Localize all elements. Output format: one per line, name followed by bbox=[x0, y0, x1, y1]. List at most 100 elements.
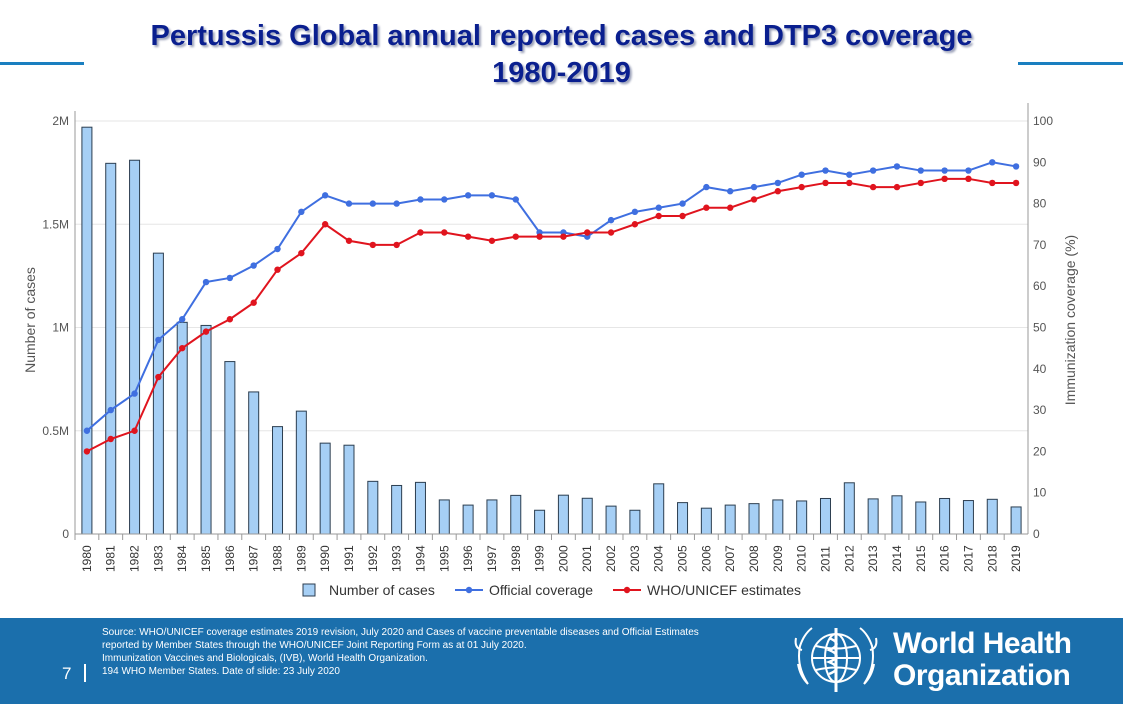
official-coverage-point bbox=[512, 196, 519, 203]
who-unicef-estimates-point bbox=[631, 221, 639, 228]
y-right-tick-label: 10 bbox=[1033, 486, 1047, 500]
bar bbox=[129, 159, 141, 535]
x-tick-label: 1995 bbox=[437, 545, 451, 572]
x-tick-label: 2013 bbox=[866, 545, 880, 572]
bar bbox=[700, 507, 712, 535]
official-coverage-line bbox=[86, 161, 1017, 432]
who-unicef-estimates-point bbox=[965, 175, 972, 183]
official-coverage-point bbox=[726, 188, 734, 195]
y-left-tick-label: 0 bbox=[62, 527, 69, 541]
x-tick-label: 1982 bbox=[128, 545, 142, 572]
bar bbox=[510, 494, 522, 535]
who-unicef-estimates-point bbox=[107, 435, 114, 443]
official-coverage-point bbox=[274, 245, 281, 253]
bar bbox=[1010, 506, 1022, 535]
x-tick-label: 2006 bbox=[699, 545, 713, 572]
bar bbox=[272, 426, 284, 535]
x-tick-label: 2017 bbox=[961, 545, 975, 572]
x-tick-label: 1986 bbox=[223, 545, 237, 572]
x-tick-label: 2002 bbox=[604, 545, 618, 572]
official-coverage-point bbox=[822, 167, 829, 174]
x-tick-label: 2015 bbox=[914, 545, 928, 572]
who-unicef-estimates-point bbox=[321, 221, 329, 228]
x-tick-label: 1992 bbox=[366, 545, 380, 572]
title-rule-right bbox=[1018, 62, 1123, 65]
official-coverage-point bbox=[441, 196, 448, 203]
official-coverage-point bbox=[107, 406, 114, 414]
x-tick-label: 2007 bbox=[723, 545, 737, 572]
x-tick-label: 1983 bbox=[151, 545, 165, 572]
official-coverage-point bbox=[202, 278, 210, 286]
who-unicef-estimates-point bbox=[584, 229, 591, 236]
footer-band bbox=[0, 618, 1123, 704]
official-coverage-point bbox=[131, 390, 138, 397]
x-tick-label: 2008 bbox=[747, 545, 761, 572]
bar bbox=[653, 483, 665, 535]
who-unicef-estimates-point bbox=[822, 179, 829, 187]
who-unicef-estimates-point bbox=[536, 233, 543, 240]
who-unicef-estimates-line bbox=[86, 177, 1017, 453]
who-unicef-estimates-point bbox=[607, 229, 615, 236]
official-coverage-point bbox=[893, 163, 901, 170]
bar bbox=[724, 504, 736, 535]
official-coverage-point bbox=[798, 171, 805, 178]
y-right-tick-label: 0 bbox=[1033, 527, 1040, 541]
bar bbox=[748, 503, 760, 535]
chart-legend: Number of cases Official coverage WHO/UN… bbox=[302, 582, 801, 598]
source-line: 194 WHO Member States. Date of slide: 23… bbox=[102, 666, 340, 677]
bar bbox=[486, 499, 498, 535]
who-unicef-estimates-point bbox=[345, 237, 353, 244]
y-left-tick-label: 1.5M bbox=[42, 217, 69, 231]
bar bbox=[605, 505, 617, 535]
bar bbox=[843, 482, 855, 535]
who-unicef-estimates-point bbox=[274, 266, 281, 273]
legend-marker-who-unicef bbox=[623, 586, 631, 594]
bar bbox=[629, 509, 641, 535]
official-coverage-point bbox=[488, 192, 496, 199]
bar bbox=[343, 444, 355, 535]
who-unicef-estimates-point bbox=[83, 448, 91, 455]
y-left-tick-label: 1M bbox=[52, 321, 69, 335]
source-line: Immunization Vaccines and Biologicals, (… bbox=[102, 653, 428, 664]
bar bbox=[867, 498, 879, 535]
slide-title: Pertussis Global annual reported cases a… bbox=[0, 18, 1123, 92]
x-tick-label: 1991 bbox=[342, 545, 356, 572]
slide-title-line1: Pertussis Global annual reported cases a… bbox=[150, 20, 973, 52]
official-coverage-point bbox=[155, 336, 162, 344]
bar bbox=[772, 499, 784, 535]
legend-label-cases: Number of cases bbox=[329, 582, 435, 598]
who-unicef-estimates-point bbox=[369, 241, 377, 249]
official-coverage-point bbox=[345, 200, 353, 207]
who-unicef-estimates-point bbox=[679, 212, 686, 220]
who-unicef-estimates-point bbox=[893, 183, 901, 191]
x-tick-label: 1985 bbox=[199, 545, 213, 572]
who-name-line2: Organization bbox=[893, 659, 1071, 692]
official-coverage-point bbox=[417, 196, 424, 203]
bar bbox=[915, 501, 927, 535]
official-coverage-point bbox=[321, 192, 329, 199]
bar bbox=[462, 504, 474, 535]
legend-label-official: Official coverage bbox=[489, 582, 593, 598]
bar bbox=[295, 410, 307, 535]
who-unicef-estimates-point bbox=[941, 175, 948, 183]
x-tick-label: 1980 bbox=[80, 545, 94, 572]
official-coverage-point bbox=[83, 427, 91, 434]
who-unicef-estimates-point bbox=[417, 229, 424, 236]
who-unicef-estimates-point bbox=[655, 212, 662, 220]
official-coverage-point bbox=[250, 262, 257, 269]
title-rule-left bbox=[0, 62, 84, 65]
x-tick-label: 1984 bbox=[175, 545, 189, 572]
who-unicef-estimates-point bbox=[441, 229, 448, 236]
who-emblem-icon bbox=[794, 627, 878, 692]
bar bbox=[939, 497, 951, 535]
who-unicef-estimates-point bbox=[393, 241, 400, 249]
who-unicef-estimates-point bbox=[703, 204, 710, 211]
y-right-tick-label: 30 bbox=[1033, 403, 1047, 417]
bar bbox=[438, 499, 450, 535]
bar-series bbox=[81, 126, 1022, 535]
x-tick-label: 2010 bbox=[795, 545, 809, 572]
y-right-axis-label: Immunization coverage (%) bbox=[1062, 235, 1078, 405]
bar bbox=[557, 494, 569, 535]
bar bbox=[367, 480, 379, 535]
x-tick-label: 2009 bbox=[771, 545, 785, 572]
